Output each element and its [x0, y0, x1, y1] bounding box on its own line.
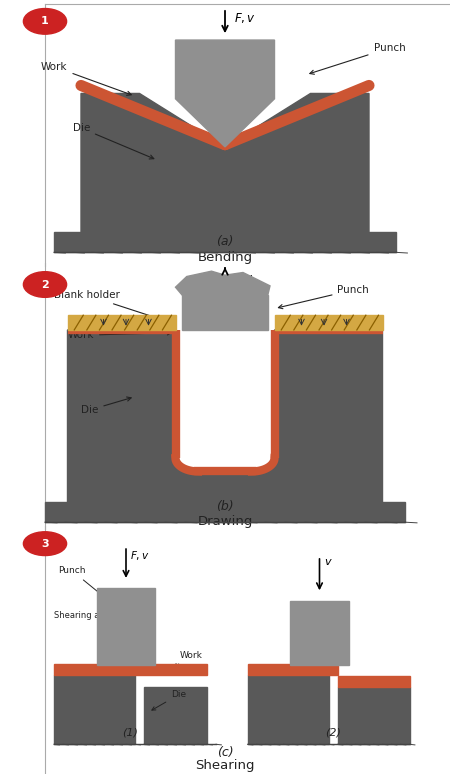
- Polygon shape: [81, 94, 369, 235]
- Text: Bending: Bending: [198, 252, 252, 265]
- Text: Die: Die: [81, 397, 131, 415]
- Text: (1): (1): [122, 728, 139, 738]
- Bar: [182, 295, 268, 330]
- Bar: [338, 687, 410, 745]
- Bar: [54, 675, 135, 745]
- Circle shape: [23, 532, 67, 556]
- Text: 3: 3: [41, 539, 49, 549]
- Text: Punch: Punch: [279, 285, 369, 309]
- Bar: [290, 601, 349, 665]
- Bar: [144, 687, 207, 745]
- Polygon shape: [176, 271, 270, 295]
- Polygon shape: [176, 40, 274, 147]
- Bar: [54, 664, 207, 675]
- Text: $F, v$: $F, v$: [130, 549, 150, 562]
- Bar: [248, 675, 328, 745]
- Text: 2: 2: [41, 279, 49, 289]
- Text: Punch: Punch: [58, 567, 112, 603]
- Text: Die: Die: [72, 123, 154, 159]
- Text: Die: Die: [152, 690, 186, 711]
- Text: Work: Work: [174, 651, 203, 667]
- Bar: [54, 232, 396, 252]
- Text: Work: Work: [68, 330, 171, 341]
- Text: Blank holder: Blank holder: [54, 290, 167, 322]
- Circle shape: [23, 9, 67, 34]
- Text: Drawing: Drawing: [197, 515, 253, 528]
- Polygon shape: [68, 330, 382, 504]
- Bar: [97, 588, 155, 665]
- Bar: [248, 664, 338, 675]
- Text: $v$: $v$: [324, 557, 333, 567]
- Text: (a): (a): [216, 235, 234, 248]
- Text: Shearing action: Shearing action: [54, 611, 141, 661]
- Text: $F, v$: $F, v$: [234, 11, 256, 25]
- Bar: [338, 676, 410, 687]
- Text: (c): (c): [217, 746, 233, 759]
- Text: (2): (2): [325, 728, 341, 738]
- Circle shape: [23, 272, 67, 297]
- Text: Work: Work: [41, 62, 131, 95]
- Bar: [45, 502, 405, 522]
- Text: $F, v$: $F, v$: [232, 271, 254, 285]
- Text: Punch: Punch: [310, 43, 405, 74]
- Text: (b): (b): [216, 500, 234, 512]
- Text: Shearing: Shearing: [195, 759, 255, 772]
- Text: 1: 1: [41, 16, 49, 26]
- Bar: [68, 315, 176, 330]
- Bar: [274, 315, 382, 330]
